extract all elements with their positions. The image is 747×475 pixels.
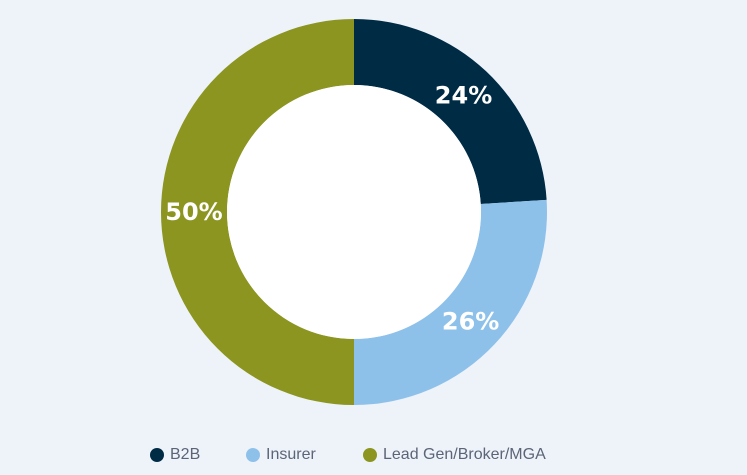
legend-label-insurer: Insurer (266, 446, 316, 463)
slice-b2b (354, 19, 547, 205)
slice-label-insurer: 26% (442, 308, 499, 336)
slice-insurer (354, 199, 547, 405)
legend: B2B Insurer Lead Gen/Broker/MGA (0, 441, 747, 469)
slice-label-b2b: 24% (435, 81, 492, 109)
legend-item-insurer: Insurer (246, 441, 316, 469)
legend-item-b2b: B2B (150, 441, 200, 469)
legend-label-b2b: B2B (170, 446, 201, 463)
legend-swatch-lead-gen (363, 448, 377, 462)
donut-hole (227, 85, 481, 339)
legend-label-lead-gen: Lead Gen/Broker/MGA (383, 446, 546, 463)
slice-label-lead-gen: 50% (165, 198, 222, 226)
slice-lead-gen (161, 19, 354, 405)
legend-swatch-b2b (150, 448, 164, 462)
donut-chart: 24% 26% 50% (161, 19, 547, 405)
legend-item-lead-gen: Lead Gen/Broker/MGA (363, 441, 546, 469)
legend-swatch-insurer (246, 448, 260, 462)
